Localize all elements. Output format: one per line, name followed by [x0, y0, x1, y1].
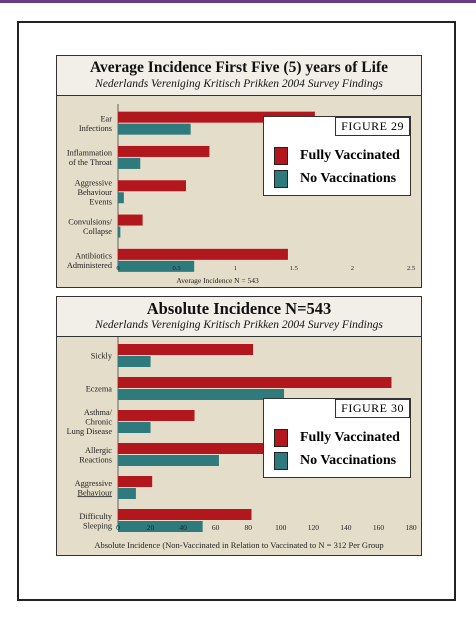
- x-tick-label: 120: [308, 523, 320, 532]
- bar: [118, 214, 143, 226]
- bar: [118, 248, 288, 260]
- legend-2-label-vaccinated: Fully Vaccinated: [300, 430, 400, 445]
- bar: [118, 260, 195, 272]
- legend-swatch-vaccinated: [274, 429, 288, 447]
- bar: [118, 123, 191, 135]
- x-tick-label: 0: [116, 523, 120, 532]
- chart-1-title: Average Incidence First Five (5) years o…: [90, 59, 388, 76]
- category-label: Difficulty Sleeping: [79, 512, 112, 531]
- chart-1-plot: Ear Infections Inflammation of the Throat Ag…: [67, 104, 415, 285]
- x-axis-label: Average Incidence N = 543: [176, 276, 259, 285]
- category-label: Ear Infections: [79, 114, 112, 132]
- x-tick-label: 60: [212, 523, 220, 532]
- chart-1-legend: FIGURE 29 Fully Vaccinated No Vaccinatio…: [263, 116, 411, 196]
- category-label: Inflammation of the Throat: [67, 149, 113, 168]
- category-label: Sickly: [91, 352, 113, 361]
- chart-2-legend: FIGURE 30 Fully Vaccinated No Vaccinatio…: [263, 398, 411, 478]
- bar: [118, 192, 124, 204]
- bar: [118, 389, 285, 400]
- chart-2-plot: Sickly Eczema Asthma/Chronic Lung Disease Al…: [67, 337, 417, 550]
- x-tick-label: 1.5: [290, 265, 298, 272]
- x-tick-label: 2: [351, 265, 354, 272]
- x-tick-label: 160: [373, 523, 385, 532]
- bar: [118, 344, 254, 355]
- chart-2-figure-label: FIGURE 30: [335, 399, 410, 418]
- chart-panel-1: Average Incidence First Five (5) years o…: [56, 55, 422, 288]
- x-tick-label: 100: [275, 523, 287, 532]
- x-tick-label: 20: [147, 523, 155, 532]
- x-tick-label: 40: [179, 523, 187, 532]
- bar: [118, 455, 219, 466]
- chart-1-subtitle: Nederlands Vereniging Kritisch Prikken 2…: [95, 78, 383, 90]
- category-label: Asthma/Chronic Lung Disease: [67, 408, 113, 436]
- legend-1-label-vaccinated: Fully Vaccinated: [300, 148, 400, 163]
- bar: [118, 521, 203, 532]
- chart-panel-2: Absolute Incidence N=543 Nederlands Vere…: [56, 296, 422, 556]
- bar: [118, 422, 151, 433]
- legend-1-label-unvaccinated: No Vaccinations: [300, 171, 397, 186]
- legend-2-label-unvaccinated: No Vaccinations: [300, 453, 397, 468]
- legend-swatch-unvaccinated: [274, 452, 288, 470]
- bar: [118, 488, 136, 499]
- category-label: Allergic Reactions: [79, 446, 112, 465]
- category-label: Aggressive Behaviour Events: [75, 178, 113, 206]
- x-tick-label: 1: [234, 265, 237, 272]
- legend-swatch-vaccinated: [274, 147, 288, 165]
- chart-1-figure-label: FIGURE 29: [335, 117, 410, 136]
- x-tick-label: 180: [405, 523, 417, 532]
- category-label: Aggressive Behaviour: [75, 479, 113, 498]
- x-tick-label: 0.5: [173, 265, 181, 272]
- bar: [118, 443, 265, 454]
- bar: [118, 377, 392, 388]
- category-label: Antibiotics Administered: [67, 252, 113, 271]
- legend-swatch-unvaccinated: [274, 170, 288, 188]
- bar: [118, 145, 210, 157]
- x-axis-label: Absolute Incidence (Non-Vaccinated in Re…: [94, 540, 383, 550]
- bar: [118, 410, 195, 421]
- chart-2-title: Absolute Incidence N=543: [146, 299, 332, 318]
- bar: [118, 356, 151, 367]
- x-tick-label: 0: [116, 265, 119, 272]
- bar: [118, 111, 315, 123]
- bar: [118, 180, 186, 192]
- top-accent-line: [0, 0, 476, 3]
- chart-1-header: Average Incidence First Five (5) years o…: [57, 56, 421, 96]
- x-tick-label: 80: [244, 523, 252, 532]
- bar: [118, 226, 121, 238]
- x-tick-label: 2.5: [407, 265, 415, 272]
- bar: [118, 157, 141, 169]
- x-tick-label: 140: [340, 523, 352, 532]
- category-label: Eczema: [86, 385, 113, 394]
- category-label: Convulsions/Collapse: [68, 217, 112, 236]
- chart-2-subtitle: Nederlands Vereniging Kritisch Prikken 2…: [95, 319, 383, 331]
- chart-2-header: Absolute Incidence N=543 Nederlands Vere…: [57, 297, 421, 337]
- bar: [118, 509, 252, 520]
- bar: [118, 476, 153, 487]
